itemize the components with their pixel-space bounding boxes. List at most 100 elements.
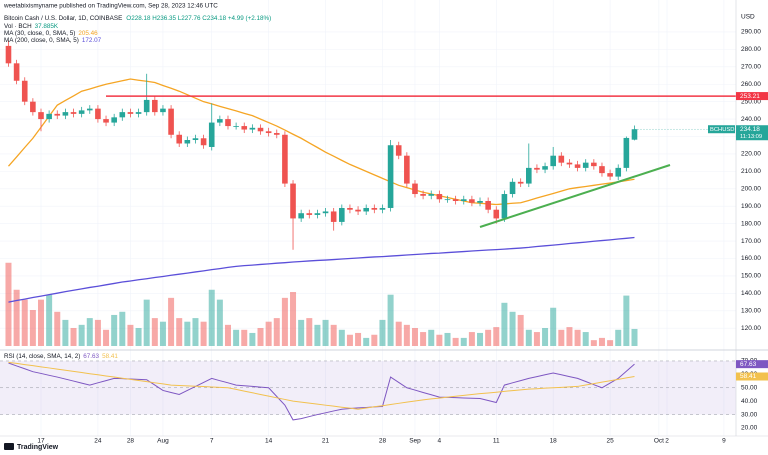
candle-body <box>127 112 134 114</box>
volume-bar <box>460 337 467 346</box>
x-tick-label: Oct <box>654 438 664 445</box>
volume-bar <box>615 329 622 346</box>
volume-bar <box>403 324 410 346</box>
volume-bar <box>631 328 638 346</box>
y-tick-label: 170.00 <box>741 238 761 245</box>
volume-bar <box>159 321 166 346</box>
y-tick-label: 200.00 <box>741 186 761 193</box>
candle-body <box>290 183 296 219</box>
volume-bar <box>379 319 386 346</box>
footer-logo: TradingView <box>4 443 59 451</box>
y-tick-label: 220.00 <box>741 151 761 158</box>
candle-body <box>339 207 345 222</box>
volume-bar <box>493 327 500 346</box>
rsi-tag-label: 67.63 <box>740 361 757 368</box>
rsi-tick-label: 40.00 <box>741 398 758 405</box>
x-tick-label: 25 <box>606 438 614 445</box>
candle-body <box>330 211 337 222</box>
candle-body <box>78 110 85 114</box>
axes: 290.00 280.00 270.00 260.00 250.00 240.00 2 30.… <box>37 29 768 445</box>
rsi-ma-last: 58.41 <box>102 353 118 360</box>
candle-body <box>5 45 12 64</box>
candle-body <box>623 137 630 168</box>
candle-body <box>306 213 313 215</box>
symbol-tag-label: BCHUSD <box>710 127 734 133</box>
candle-body <box>62 112 69 116</box>
rsi-line <box>8 361 635 410</box>
volume-bar <box>103 329 110 346</box>
candle-body <box>21 80 28 102</box>
volume-bar <box>468 332 475 346</box>
candle-body <box>143 99 150 113</box>
volume-bar <box>233 329 240 346</box>
volume-bar <box>119 311 126 346</box>
y-tick-label: 130.00 <box>741 308 761 315</box>
volume-bar <box>501 302 508 346</box>
volume-bar <box>485 329 492 346</box>
y-tick-label: 250.00 <box>741 98 761 105</box>
volume-bar <box>477 332 484 346</box>
volume-bar <box>330 324 337 346</box>
candle-body <box>298 213 304 219</box>
candle-body <box>30 101 36 113</box>
volume-bar <box>550 307 557 346</box>
candle-body <box>379 207 386 210</box>
volume-bar <box>533 332 540 346</box>
candle-body <box>574 164 581 168</box>
x-tick-label: 4 <box>438 438 442 445</box>
x-tick-label: 9 <box>722 438 726 445</box>
volume-legend: Vol · BCH 37.885K <box>4 23 59 30</box>
volume-bar <box>70 328 77 346</box>
volume-bar <box>436 334 443 346</box>
candle-body <box>363 207 369 212</box>
volume-bar <box>143 299 150 346</box>
candle-body <box>192 138 199 141</box>
y-unit: USD <box>741 14 755 21</box>
logo-mark <box>4 443 14 450</box>
x-tick-label: 2 <box>665 438 669 445</box>
volume-bar <box>111 314 118 346</box>
volume-bar <box>216 299 223 346</box>
volume-bar <box>127 324 134 346</box>
trend-line <box>479 164 671 228</box>
candle-body <box>452 199 459 201</box>
rsi-line <box>8 362 635 421</box>
candle-body <box>111 117 117 123</box>
candle-body <box>485 200 491 210</box>
volume-bar <box>62 319 69 346</box>
y-tick-label: 270.00 <box>741 64 761 71</box>
candle-body <box>501 194 508 219</box>
volume-bar <box>582 332 589 346</box>
candle-body <box>509 181 516 195</box>
candle-body <box>86 108 93 111</box>
volume-bar <box>517 314 524 346</box>
candle-body <box>38 112 44 120</box>
volume-bar <box>420 332 427 346</box>
candle-body <box>387 145 394 208</box>
candle-body <box>599 166 605 174</box>
candle-body <box>460 199 467 201</box>
volume-bar <box>241 329 248 346</box>
moving-average-line <box>8 236 635 303</box>
volume-bar <box>21 299 28 346</box>
candle-body <box>615 167 622 177</box>
volume-bar <box>176 318 183 346</box>
y-tick-label: 150.00 <box>741 273 761 280</box>
candle-body <box>371 207 378 210</box>
candle-body <box>322 211 329 214</box>
y-tick-label: 240.00 <box>741 116 761 123</box>
volume-bar <box>411 328 418 346</box>
volume-bar <box>574 329 581 346</box>
volume-bar <box>192 318 199 346</box>
y-tick-label: 210.00 <box>741 168 761 175</box>
candle-body <box>347 207 353 210</box>
x-tick-label: 11 <box>493 438 500 445</box>
candle-body <box>477 200 483 203</box>
y-tick-label: 280.00 <box>741 46 761 53</box>
candle-body <box>200 138 207 146</box>
candle-body <box>160 108 166 113</box>
candle-body <box>241 126 248 130</box>
rsi-tag <box>736 372 768 381</box>
ohlc: O228.18 H236.35 L227.76 C234.18 +4.99 (+… <box>126 15 271 22</box>
candle-body <box>526 167 532 184</box>
